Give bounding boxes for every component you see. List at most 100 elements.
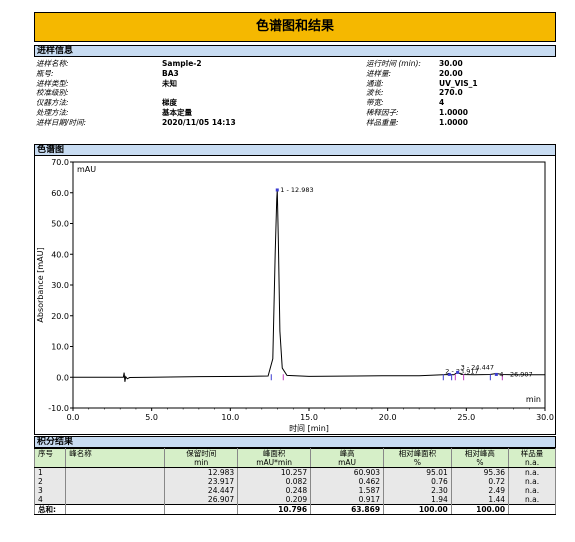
column-unit: [33, 458, 67, 468]
y-tick-label: 40.0: [51, 250, 69, 259]
y-tick-label: 10.0: [51, 343, 69, 352]
table-cell: 10.257: [237, 467, 312, 477]
table-cell: 24.447: [164, 486, 239, 495]
right-label: 带宽:: [366, 98, 384, 108]
x-tick-label: 20.0: [379, 413, 397, 422]
right-value: UV_VIS_1: [439, 78, 478, 88]
y-tick-label: 0.0: [56, 373, 69, 382]
left-value: BA3: [162, 68, 179, 78]
total-cell: [164, 504, 239, 515]
table-cell: [65, 477, 166, 486]
column-unit: min: [164, 458, 239, 468]
left-label: 校准级别:: [36, 88, 69, 98]
table-row: 2 23.917 0.082 0.462 0.76 0.72 n.a.: [33, 477, 556, 486]
column-header: 峰面积: [237, 448, 312, 458]
left-value: Sample-2: [162, 59, 202, 68]
right-value: 1.0000: [439, 117, 468, 127]
chromatogram-frame: -10.0 0.0 10.0 20.0 30.0 40.0 50.0 60.0 70.0 0.0 5…: [34, 155, 556, 435]
table-cell: 4: [33, 495, 67, 505]
left-value: 未知: [162, 78, 177, 88]
table-cell: 60.903: [310, 467, 385, 477]
table-cell: [65, 467, 166, 477]
x-axis-title: 时间 [min]: [289, 423, 329, 433]
y-unit-label: mAU: [77, 165, 96, 174]
table-cell: 95.01: [383, 467, 452, 477]
right-label: 进样量:: [366, 68, 392, 78]
peak-label: 2 - 23.917: [445, 367, 478, 375]
chromatogram-chart: -10.00.010.020.030.040.050.060.070.00.0 5…: [36, 158, 554, 433]
peak-label: 3 - 24.447: [461, 363, 494, 371]
x-tick-label: 10.0: [221, 413, 239, 422]
column-unit: mAU: [310, 458, 385, 468]
peak-marker: [447, 372, 451, 376]
results-header: 积分结果: [34, 436, 556, 448]
total-cell: 100.00: [383, 504, 452, 515]
y-axis-title: Absorbance [mAU]: [36, 247, 45, 322]
report-title: 色谱图和结果: [34, 12, 556, 42]
table-row: 1 12.983 10.257 60.903 95.01 95.36 n.a.: [33, 467, 556, 477]
table-cell: 2.49: [450, 486, 510, 495]
right-label: 通道:: [366, 78, 384, 88]
total-cell: 总和:: [33, 504, 67, 515]
sample-info-header: 进样信息: [34, 45, 556, 57]
peak-label: 1 - 12.983: [280, 186, 313, 194]
table-cell: 1: [33, 467, 67, 477]
total-cell: 10.796: [237, 504, 312, 515]
x-tick-label: 5.0: [145, 413, 158, 422]
column-header: 峰高: [310, 448, 385, 458]
table-row: 3 24.447 0.248 1.587 2.30 2.49 n.a.: [33, 486, 556, 495]
y-tick-label: 50.0: [51, 220, 69, 229]
column-unit: [65, 458, 166, 468]
table-cell: 1.587: [310, 486, 385, 495]
column-header: 保留时间: [164, 448, 239, 458]
table-cell: 1.44: [450, 495, 510, 505]
table-cell: 0.72: [450, 477, 510, 486]
table-cell: [65, 495, 166, 505]
total-row: 总和: 10.796 63.869 100.00 100.00: [33, 504, 556, 515]
table-cell: n.a.: [508, 467, 556, 477]
y-tick-label: 30.0: [51, 281, 69, 290]
y-tick-label: 20.0: [51, 312, 69, 321]
right-value: 4: [439, 98, 445, 108]
right-label: 稀释因子:: [366, 108, 399, 117]
signal-trace: [73, 189, 545, 382]
table-cell: n.a.: [508, 477, 556, 486]
table-cell: 2.30: [383, 486, 452, 495]
left-label: 仪器方法:: [36, 98, 69, 108]
peak-marker: [275, 188, 279, 192]
table-cell: 1.94: [383, 495, 452, 505]
table-cell: 12.983: [164, 467, 239, 477]
column-header: 相对峰高: [450, 448, 510, 458]
table-cell: 0.76: [383, 477, 452, 486]
x-unit-label: min: [526, 395, 541, 404]
y-tick-label: 60.0: [51, 189, 69, 198]
table-cell: [65, 486, 166, 495]
table-row: 4 26.907 0.209 0.917 1.94 1.44 n.a.: [33, 495, 556, 505]
peak-label: 4 - 26.907: [499, 370, 532, 378]
table-cell: 0.248: [237, 486, 312, 495]
table-cell: 0.462: [310, 477, 385, 486]
table-cell: n.a.: [508, 486, 556, 495]
table-cell: n.a.: [508, 495, 556, 505]
column-header: 序号: [33, 448, 67, 458]
table-cell: 26.907: [164, 495, 239, 505]
results-table: 序号 峰名称 保留时间 峰面积 峰高 相对峰面积 相对峰高 样品量 min mAU*min mAU%…: [33, 448, 556, 515]
left-value: 2020/11/05 14:13: [162, 117, 236, 127]
left-value: 梯度: [162, 98, 177, 108]
left-label: 进样名称:: [36, 59, 69, 68]
left-label: 瓶号:: [36, 68, 54, 78]
table-cell: 2: [33, 477, 67, 486]
right-value: 270.0: [439, 88, 463, 98]
column-unit: n.a.: [508, 458, 556, 468]
left-label: 进样日期/时间:: [36, 117, 87, 127]
column-header: 峰名称: [65, 448, 166, 458]
column-header: 样品量: [508, 448, 556, 458]
table-cell: 3: [33, 486, 67, 495]
total-cell: 63.869: [310, 504, 385, 515]
right-value: 20.00: [439, 68, 463, 78]
y-tick-label: -10.0: [48, 404, 69, 413]
table-cell: 0.209: [237, 495, 312, 505]
right-value: 1.0000: [439, 108, 468, 117]
table-cell: 95.36: [450, 467, 510, 477]
right-label: 样品重量:: [366, 117, 399, 127]
